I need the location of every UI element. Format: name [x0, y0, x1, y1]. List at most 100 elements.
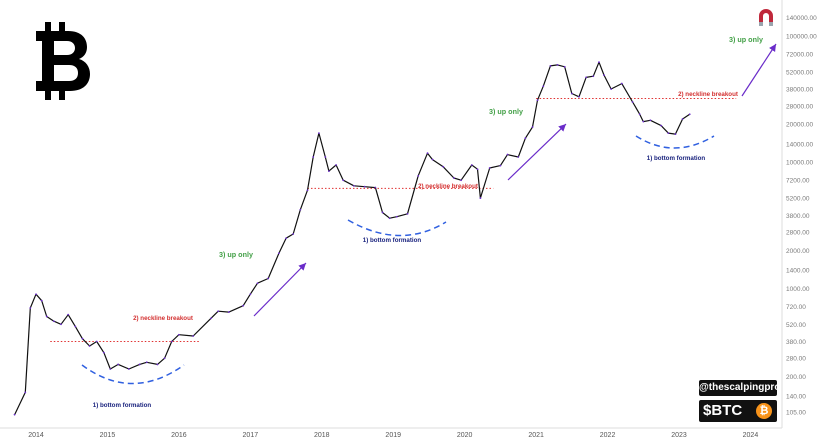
price-point	[335, 164, 337, 166]
ticker-badge: $BTC ₿	[699, 400, 777, 422]
chart-annotation: 3) up only	[219, 250, 253, 259]
y-tick-label: 7200.00	[786, 178, 810, 185]
price-point	[674, 133, 677, 136]
price-point	[563, 65, 566, 68]
y-tick-label: 38000.00	[786, 87, 813, 94]
price-point	[163, 357, 166, 360]
price-point	[13, 413, 16, 416]
price-point	[74, 325, 77, 328]
y-tick-label: 380.00	[786, 339, 806, 346]
price-point	[381, 211, 384, 214]
price-point	[660, 124, 663, 127]
x-tick-label: 2022	[600, 432, 616, 439]
x-tick-label: 2015	[100, 432, 116, 439]
bottom-formation-curve	[347, 219, 447, 237]
price-point	[536, 99, 539, 102]
price-point	[35, 293, 37, 296]
price-point	[603, 74, 605, 77]
price-point	[109, 368, 112, 370]
price-point	[417, 174, 420, 177]
price-point	[156, 363, 159, 366]
y-tick-label: 28000.00	[786, 103, 813, 110]
chart-annotation: 2) neckline breakout	[133, 315, 193, 322]
price-point	[60, 323, 62, 326]
bottom-formation-curve	[81, 364, 185, 385]
y-tick-label: 10000.00	[786, 160, 813, 167]
price-point	[506, 153, 509, 156]
price-point	[127, 368, 130, 370]
chart-annotation: 1) bottom formation	[93, 402, 152, 409]
y-tick-label: 14000.00	[786, 141, 813, 148]
price-point	[688, 113, 691, 116]
price-point	[667, 132, 670, 135]
price-point	[620, 82, 623, 85]
magnet-icon	[759, 9, 773, 26]
price-point	[353, 184, 355, 187]
price-line	[14, 61, 691, 415]
price-point	[312, 156, 315, 158]
price-point	[578, 95, 580, 98]
price-point	[642, 120, 645, 123]
price-point	[292, 233, 295, 235]
y-tick-label: 105.00	[786, 410, 806, 417]
y-tick-label: 720.00	[786, 304, 806, 311]
price-point	[453, 177, 455, 179]
price-point	[45, 315, 48, 318]
x-tick-label: 2020	[457, 432, 473, 439]
price-point	[442, 165, 445, 168]
price-point	[95, 340, 98, 343]
x-tick-label: 2019	[385, 432, 401, 439]
price-point	[306, 189, 309, 192]
price-point	[479, 197, 482, 199]
price-point	[681, 118, 684, 120]
price-point	[117, 363, 120, 366]
price-point	[610, 88, 613, 90]
price-point	[210, 317, 212, 320]
price-point	[242, 304, 245, 307]
price-point	[598, 61, 600, 64]
chart-annotation: 1) bottom formation	[363, 237, 422, 244]
up-only-arrow	[507, 123, 567, 181]
x-tick-label: 2021	[528, 432, 544, 439]
price-point	[592, 75, 595, 78]
price-point	[638, 113, 641, 116]
y-tick-label: 20000.00	[786, 122, 813, 129]
price-point	[585, 76, 588, 79]
price-point	[40, 299, 43, 302]
price-point	[342, 179, 345, 182]
price-point	[267, 277, 270, 280]
price-point	[431, 158, 434, 161]
price-point	[138, 363, 141, 366]
y-tick-label: 52000.00	[786, 69, 813, 76]
price-point	[517, 156, 520, 158]
price-point	[299, 208, 302, 211]
price-point	[470, 164, 473, 166]
y-tick-label: 3800.00	[786, 213, 810, 220]
x-tick-label: 2024	[743, 432, 759, 439]
price-point	[374, 186, 377, 189]
chart-annotation: 3) up only	[729, 35, 763, 44]
y-tick-label: 140.00	[786, 394, 806, 401]
price-point	[460, 179, 462, 182]
y-tick-label: 2800.00	[786, 230, 810, 237]
price-point	[570, 92, 573, 95]
price-point	[177, 333, 180, 336]
chart-annotation: 2) neckline breakout	[678, 91, 738, 98]
y-tick-label: 2000.00	[786, 248, 810, 255]
bottom-formation-curve	[635, 135, 715, 149]
price-point	[102, 351, 105, 354]
price-point	[145, 361, 148, 364]
price-point	[556, 64, 559, 66]
price-point	[488, 167, 491, 169]
price-point	[406, 212, 409, 215]
price-point	[395, 215, 398, 218]
price-point	[388, 217, 391, 220]
price-point	[328, 170, 330, 173]
price-point	[52, 320, 55, 323]
price-point	[29, 307, 32, 309]
price-point	[426, 152, 429, 155]
x-tick-label: 2014	[28, 432, 44, 439]
price-point	[549, 64, 552, 67]
price-point	[318, 132, 320, 135]
